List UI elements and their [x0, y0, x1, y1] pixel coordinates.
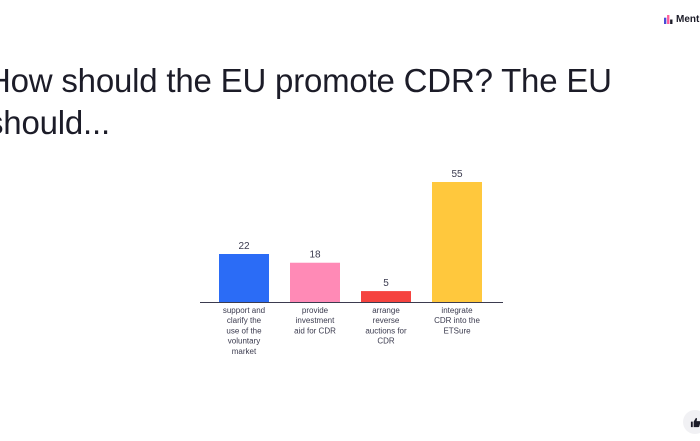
- category-label-line: support and: [223, 306, 265, 315]
- bar-value-label-3: 5: [383, 278, 389, 289]
- category-label-1: support and clarify the use of the voluntar…: [223, 306, 265, 356]
- bar-value-label-4: 55: [451, 169, 463, 180]
- category-label-line: use of the: [226, 326, 262, 335]
- question-title: How should the EU promote CDR? The EU sh…: [0, 62, 612, 141]
- thumbs-up-icon: [690, 417, 700, 427]
- category-label-line: provide: [302, 306, 329, 315]
- brand-name: Menti: [676, 14, 700, 25]
- category-label-line: CDR: [377, 337, 395, 346]
- mentimeter-logo-icon: [664, 15, 673, 24]
- brand: Menti: [664, 14, 700, 25]
- bar-1: [219, 254, 269, 302]
- category-label-line: clarify the: [227, 316, 262, 325]
- bar-2: [290, 262, 340, 302]
- bar-4: [432, 182, 482, 302]
- category-label-line: market: [232, 347, 257, 356]
- category-label-4: integrate CDR into the ETSure: [434, 306, 480, 335]
- reaction-button[interactable]: [683, 410, 700, 434]
- category-label-line: auctions for: [365, 326, 407, 335]
- category-label-line: integrate: [441, 306, 473, 315]
- category-label-line: aid for CDR: [294, 326, 336, 335]
- category-label-line: voluntary: [228, 337, 260, 346]
- category-label-2: provide investment aid for CDR: [294, 306, 336, 335]
- category-label-line: reverse: [373, 316, 400, 325]
- bar-value-label-2: 18: [309, 250, 321, 261]
- category-label-line: CDR into the: [434, 316, 480, 325]
- bar-value-label-1: 22: [238, 241, 250, 252]
- category-label-line: ETSure: [443, 326, 471, 335]
- category-label-3: arrange reverse auctions for CDR: [365, 306, 407, 346]
- bar-3: [361, 291, 411, 302]
- category-label-line: arrange: [372, 306, 400, 315]
- category-label-line: investment: [296, 316, 335, 325]
